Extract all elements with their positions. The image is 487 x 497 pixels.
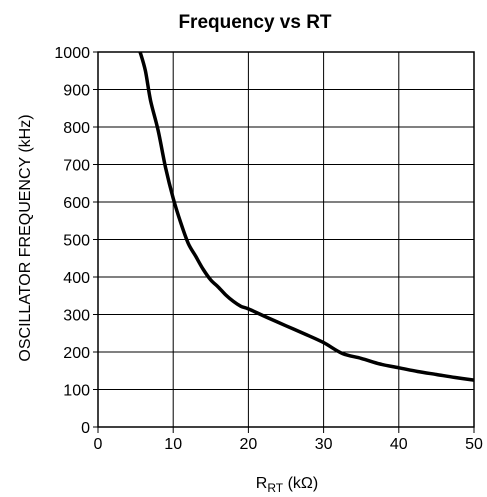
x-axis-label: RRT (kΩ) [256,475,318,495]
x-axis-label-main: R [256,475,268,492]
y-axis-label: OSCILLATOR FREQUENCY (kHz) [17,114,34,361]
y-tick-label: 800 [63,120,90,137]
x-tick-label: 10 [164,436,182,453]
y-tick-label: 700 [63,158,90,175]
tick-labels: 0 10 20 30 40 5001002003004005006007008009001… [54,45,483,453]
x-tick-label: 20 [240,436,258,453]
x-axis-label-unit: (kΩ) [283,475,318,492]
y-tick-label: 200 [63,345,90,362]
y-tick-label: 500 [63,233,90,250]
series-line [138,51,475,382]
y-tick-label: 900 [63,83,90,100]
x-tick-label: 40 [390,436,408,453]
series-layer [138,51,475,382]
y-tick-label: 1000 [54,45,90,62]
chart-title: Frequency vs RT [178,12,331,33]
x-tick-label: 30 [315,436,333,453]
x-tick-label: 50 [465,436,483,453]
y-tick-label: 600 [63,195,90,212]
grid [93,51,475,433]
y-tick-label: 300 [63,308,90,325]
y-tick-label: 100 [63,383,90,400]
y-tick-label: 400 [63,270,90,287]
y-tick-label: 0 [81,420,90,437]
x-axis-label-subscript: RT [267,481,283,495]
plot-frame [97,51,475,428]
x-tick-label: 0 [94,436,103,453]
